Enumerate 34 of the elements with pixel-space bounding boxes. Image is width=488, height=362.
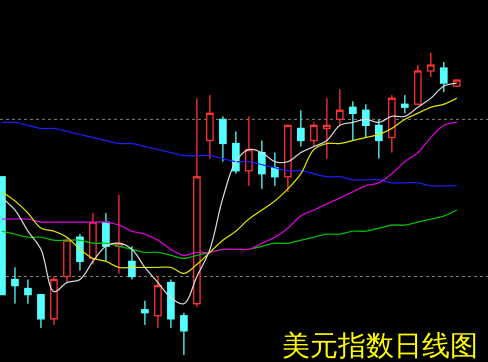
candlestick bbox=[297, 110, 305, 148]
candlestick bbox=[89, 212, 97, 266]
candlestick bbox=[284, 124, 292, 193]
candlestick bbox=[115, 194, 123, 274]
candlestick bbox=[388, 94, 396, 154]
candlestick bbox=[63, 236, 71, 284]
candlestick bbox=[245, 116, 253, 186]
candlestick bbox=[102, 212, 110, 262]
candlestick bbox=[375, 118, 383, 160]
candlestick bbox=[219, 116, 227, 162]
candlestick bbox=[271, 152, 279, 186]
candlestick bbox=[400, 94, 409, 114]
candlestick bbox=[323, 98, 331, 160]
candlestick bbox=[414, 64, 422, 105]
candlestick bbox=[310, 122, 318, 148]
candlestick bbox=[206, 94, 214, 160]
candlestick bbox=[336, 88, 344, 126]
candlestick bbox=[76, 234, 84, 272]
candlestick bbox=[167, 278, 175, 328]
candlestick bbox=[141, 300, 149, 326]
candlestick bbox=[426, 52, 435, 78]
candlestick bbox=[440, 61, 448, 93]
candlestick bbox=[37, 294, 45, 328]
candlestick bbox=[180, 312, 188, 356]
candlestick bbox=[258, 140, 266, 190]
candlestick bbox=[128, 246, 136, 280]
text: 美元指数日线图 bbox=[282, 328, 478, 362]
candlestick bbox=[154, 276, 162, 328]
candlestick bbox=[24, 278, 32, 304]
candlestick bbox=[193, 98, 201, 308]
candlestick bbox=[362, 104, 370, 138]
candlestick bbox=[349, 100, 357, 142]
candlestick bbox=[11, 266, 19, 304]
candlestick bbox=[50, 276, 58, 326]
